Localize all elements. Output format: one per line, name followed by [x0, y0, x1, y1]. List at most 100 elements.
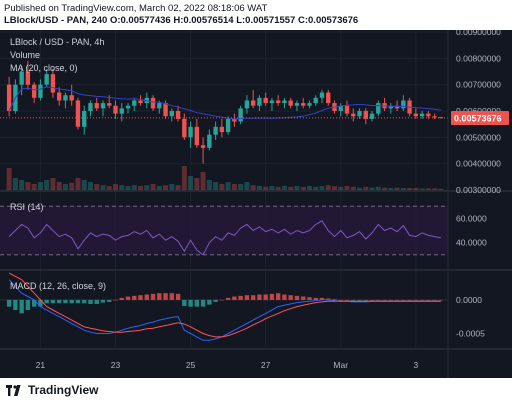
candle [232, 113, 237, 127]
candle [19, 66, 24, 96]
chart-canvas[interactable]: LBlock / USD - PAN, 4h Volume MA (20, cl… [0, 30, 512, 378]
macd-histogram-bar [338, 299, 343, 301]
candle [244, 95, 250, 114]
macd-histogram-bar [282, 294, 287, 300]
candle [338, 103, 343, 117]
candle-body [182, 118, 187, 138]
candle [132, 97, 137, 111]
volume-bar [288, 186, 294, 190]
volume-bar [188, 176, 194, 190]
candle-body [438, 117, 444, 119]
candle-body [82, 111, 87, 127]
macd-histogram-bar [269, 293, 275, 300]
price-tick-label: 0.00800000 [456, 53, 501, 63]
candle-body [119, 108, 124, 114]
candle-body [319, 92, 325, 98]
macd-axis[interactable]: 0.0000 -0.0005 [456, 295, 485, 339]
time-tick-label: 3 [413, 360, 418, 370]
volume-bar [244, 182, 250, 190]
time-tick-label: 23 [111, 360, 121, 370]
volume-bar [394, 187, 400, 190]
volume-bar [407, 188, 413, 190]
legend-macd: MACD (12, 26, close, 9) [10, 281, 106, 291]
macd-histogram-bar [44, 299, 49, 304]
candle-body [163, 103, 168, 117]
candle-body [338, 105, 343, 111]
signal-line [8, 272, 441, 338]
time-axis[interactable]: 21 23 25 27 Mar 3 [36, 360, 419, 370]
candle-body [432, 116, 437, 118]
candle [38, 79, 43, 101]
volume-bar [432, 188, 438, 190]
macd-histogram-bar [363, 299, 368, 301]
macd-pane [0, 272, 448, 341]
candle-body [426, 113, 431, 117]
macd-histogram-bar [219, 299, 225, 301]
volume-bar [25, 182, 31, 190]
price-tick-label: 0.00700000 [456, 80, 501, 90]
volume-bar [344, 186, 350, 190]
rsi-line [8, 220, 441, 256]
macd-histogram-bar [238, 295, 243, 300]
published-line: Published on TradingView.com, March 02, … [4, 3, 268, 14]
volume-bar [225, 182, 231, 190]
volume-bar [419, 188, 425, 190]
macd-histogram-bar [63, 299, 68, 304]
candle [282, 97, 287, 109]
macd-tick-label: -0.0005 [456, 329, 485, 339]
candle [326, 89, 331, 106]
volume-bar [12, 178, 18, 190]
macd-histogram-bar [182, 299, 187, 306]
macd-histogram-bar [94, 299, 99, 304]
candle-body [175, 111, 181, 119]
macd-histogram-bar [225, 297, 231, 300]
candle [200, 137, 206, 164]
macd-histogram-bar [56, 299, 62, 304]
candle-body [113, 105, 118, 114]
volume-bar [388, 188, 394, 190]
footer-brand: TradingView [28, 383, 99, 397]
candle-body [263, 97, 268, 104]
candle-body [132, 100, 137, 106]
candle-body [38, 84, 43, 98]
macd-histogram-bar [19, 299, 24, 314]
macd-histogram-bar [319, 297, 325, 300]
candle-body [100, 103, 106, 109]
rsi-axis[interactable]: 60.0000 40.0000 [456, 213, 487, 247]
volume-bar [231, 184, 237, 190]
macd-histogram-bar [263, 294, 268, 300]
volume-bar [62, 184, 68, 190]
macd-histogram-bar [369, 299, 375, 301]
candle [94, 97, 99, 111]
volume-bar [150, 184, 156, 190]
candle-body [351, 113, 356, 117]
candle-body [313, 97, 318, 104]
volume-bar [75, 178, 81, 190]
candle [275, 95, 281, 106]
candle-body [225, 118, 231, 133]
candle-body [369, 113, 375, 119]
candle [75, 97, 81, 130]
macd-histogram-bar [213, 299, 218, 302]
high-value: H:0.00576514 [173, 15, 234, 26]
price-tick-label: 0.00300000 [456, 185, 501, 195]
volume-bar [269, 186, 275, 190]
candle [269, 97, 275, 111]
candle [213, 121, 218, 140]
macd-histogram-bar [132, 295, 137, 300]
candle [31, 82, 37, 104]
macd-histogram-bar [388, 299, 394, 301]
volume-bar [238, 184, 244, 190]
pane-dividers [0, 30, 512, 378]
macd-histogram-bar [144, 294, 149, 300]
volume-bar [6, 168, 12, 190]
volume-bar [156, 186, 162, 190]
volume-bars [6, 166, 444, 190]
macd-histogram-bar [82, 299, 87, 304]
macd-histogram-bar [244, 295, 250, 300]
macd-histogram-bar [413, 299, 419, 301]
macd-histogram-bar [31, 299, 37, 307]
volume-bar [87, 182, 93, 190]
rsi-pane [0, 205, 448, 256]
candle [426, 111, 431, 119]
